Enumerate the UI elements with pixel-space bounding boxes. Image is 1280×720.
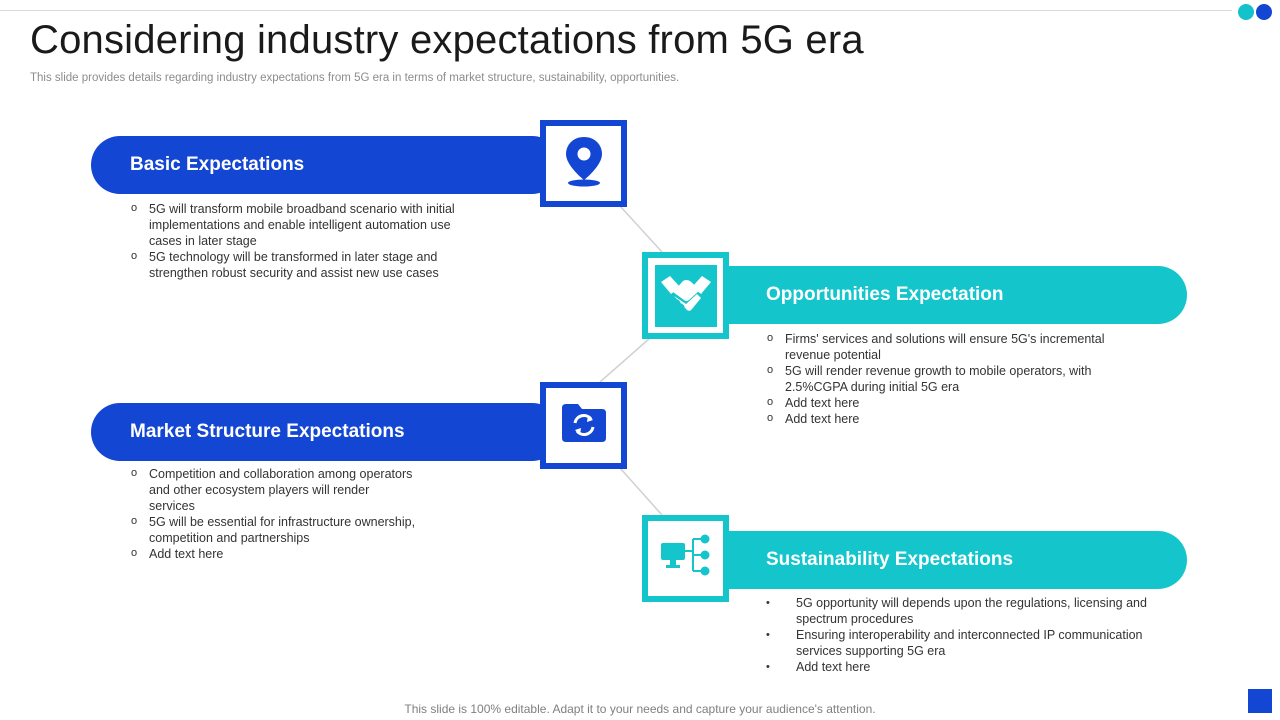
list-item: 5G technology will be transformed in lat… xyxy=(131,248,461,281)
market-structure-banner: Market Structure Expectations xyxy=(91,403,561,461)
opportunities-expectation-label: Opportunities Expectation xyxy=(766,284,1004,305)
opportunities-icon-tile xyxy=(654,264,717,327)
handshake-icon xyxy=(659,270,713,321)
opportunities-expectation-list: Firms' services and solutions will ensur… xyxy=(767,330,1137,427)
basic-expectations-icon-box xyxy=(540,120,627,207)
list-item: Add text here xyxy=(766,659,1151,675)
basic-expectations-label: Basic Expectations xyxy=(130,154,305,175)
market-structure-list: Competition and collaboration among oper… xyxy=(131,465,416,562)
list-item: Competition and collaboration among oper… xyxy=(131,465,416,514)
folder-sync-icon xyxy=(560,402,608,449)
sustainability-expectations-icon-box xyxy=(642,515,729,602)
slide-title: Considering industry expectations from 5… xyxy=(30,18,864,62)
list-item: Add text here xyxy=(767,394,1137,411)
basic-expectations-banner: Basic Expectations xyxy=(91,136,561,194)
sustainability-expectations-label: Sustainability Expectations xyxy=(766,549,1014,570)
market-structure-label: Market Structure Expectations xyxy=(130,421,405,442)
decor-dot-teal xyxy=(1238,4,1254,20)
basic-expectations-list: 5G will transform mobile broadband scena… xyxy=(131,200,461,281)
list-item: Add text here xyxy=(767,410,1137,427)
list-item: 5G will transform mobile broadband scena… xyxy=(131,200,461,249)
top-rule xyxy=(0,10,1232,11)
list-item: Add text here xyxy=(131,545,416,562)
sustainability-expectations-banner: Sustainability Expectations xyxy=(700,531,1187,589)
corner-square xyxy=(1248,689,1272,713)
list-item: 5G opportunity will depends upon the reg… xyxy=(766,595,1151,627)
list-item: Ensuring interoperability and interconne… xyxy=(766,627,1151,659)
opportunities-expectation-banner: Opportunities Expectation xyxy=(700,266,1187,324)
computer-network-icon xyxy=(659,533,713,584)
list-item: 5G will be essential for infrastructure … xyxy=(131,513,416,546)
list-item: 5G will render revenue growth to mobile … xyxy=(767,362,1137,395)
decor-dot-blue xyxy=(1256,4,1272,20)
location-pin-icon xyxy=(561,134,607,193)
opportunities-expectation-icon-box xyxy=(642,252,729,339)
list-item: Firms' services and solutions will ensur… xyxy=(767,330,1137,363)
slide-subtitle: This slide provides details regarding in… xyxy=(30,72,680,84)
sustainability-expectations-list: 5G opportunity will depends upon the reg… xyxy=(766,595,1151,675)
market-structure-icon-box xyxy=(540,382,627,469)
slide-footer: This slide is 100% editable. Adapt it to… xyxy=(404,702,876,716)
